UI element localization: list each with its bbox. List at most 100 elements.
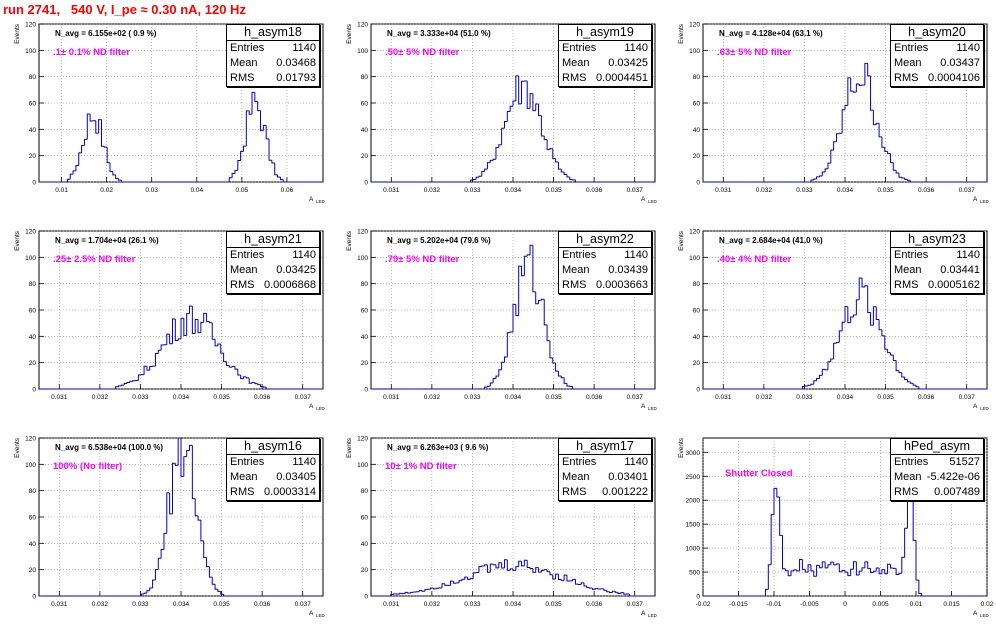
histogram-bin	[161, 550, 164, 559]
x-tick-label: -0.02	[696, 601, 711, 608]
x-tick-label: 0.034	[173, 394, 190, 401]
stats-rms-label: RMS	[230, 71, 254, 86]
histogram-name: h_asym23	[891, 232, 983, 248]
x-tick-label: 0.032	[756, 187, 773, 194]
filter-label: 10± 1% ND filter	[385, 461, 457, 472]
histogram-bin	[768, 565, 771, 590]
y-tick-label: 120	[357, 22, 368, 29]
histogram-bin	[905, 178, 908, 179]
x-tick-label: 0.037	[295, 601, 312, 608]
x-tick-label: 0.05	[236, 187, 249, 194]
y-tick-label: 20	[29, 567, 37, 574]
stats-mean-value: 0.03441	[940, 263, 980, 278]
y-tick-label: 20	[693, 360, 701, 367]
histogram-bin	[209, 321, 212, 322]
histogram-name: h_asym22	[559, 232, 651, 248]
stats-entries-label: Entries	[230, 248, 264, 263]
x-tick-label: 0.032	[424, 394, 441, 401]
stats-entries-value: 1140	[956, 248, 980, 263]
stats-entries-value: 1140	[624, 248, 648, 263]
histogram-bin	[510, 106, 513, 111]
histogram-bin	[411, 592, 414, 593]
navg-label: N_avg = 6.155e+02 ( 0.9 %)	[55, 29, 156, 38]
stats-entries-label: Entries	[230, 455, 264, 470]
histogram-bin	[567, 174, 570, 176]
histogram-bin	[819, 176, 822, 177]
stats-rms-label: RMS	[230, 485, 254, 500]
histogram-bin	[868, 286, 871, 313]
histogram-bin	[570, 177, 573, 180]
x-tick-label: 0.005	[872, 601, 889, 608]
x-tick-label: 0.033	[796, 394, 813, 401]
y-tick-label: 120	[689, 22, 700, 29]
x-axis-label-subscript: LED	[316, 613, 326, 618]
x-tick-label: 0.015	[943, 601, 960, 608]
histogram-bin	[192, 445, 195, 498]
histogram-bin	[808, 385, 811, 386]
y-tick-label: 60	[29, 308, 37, 315]
histogram-bin	[153, 580, 156, 588]
histogram-bin	[862, 568, 865, 571]
histogram-bin	[73, 171, 76, 174]
histogram-bin	[232, 173, 235, 177]
histogram-bin	[791, 571, 794, 576]
histogram-bin	[113, 171, 116, 174]
x-axis-label-subscript: LED	[316, 199, 326, 204]
x-tick-label: -0.015	[729, 601, 748, 608]
histogram-bin	[496, 148, 499, 160]
histogram-bin	[459, 581, 462, 583]
x-tick-label: 0.033	[464, 601, 481, 608]
histogram-bin	[462, 579, 465, 580]
histogram-bin	[235, 170, 238, 173]
x-tick-label: 0.034	[173, 601, 190, 608]
histogram-bin	[539, 104, 542, 116]
histogram-bin	[817, 177, 820, 179]
histogram-bin	[493, 379, 496, 383]
histogram-bin	[119, 179, 122, 180]
histogram-bin	[82, 146, 85, 153]
x-axis-label: A	[309, 610, 314, 617]
histogram-bin	[905, 377, 908, 379]
stats-entries-label: Entries	[562, 248, 596, 263]
navg-label: N_avg = 1.704e+04 (26.1 %)	[55, 236, 159, 245]
histogram-bin	[831, 359, 834, 362]
histogram-bin	[150, 367, 153, 371]
histogram-bin	[539, 300, 542, 303]
x-axis-label-subscript: LED	[316, 406, 326, 411]
y-tick-label: 2500	[686, 474, 701, 481]
y-tick-label: 20	[361, 153, 369, 160]
stats-mean-value: -5.422e-06	[927, 470, 980, 485]
histogram-bin	[507, 111, 510, 121]
histogram-bin	[902, 177, 905, 178]
histogram-bin	[121, 385, 124, 386]
stats-mean-label: Mean	[894, 56, 922, 71]
x-axis-label-subscript: LED	[648, 199, 658, 204]
histogram-bin	[888, 151, 891, 153]
histogram-bin	[485, 169, 488, 171]
histogram-bin	[502, 128, 505, 144]
histogram-bin	[842, 110, 845, 133]
histogram-bin	[207, 558, 210, 567]
stats-rms-value: 0.0003663	[596, 278, 648, 293]
stats-rms-label: RMS	[894, 485, 918, 500]
x-tick-label: 0.032	[424, 601, 441, 608]
histogram-name: h_asym17	[559, 439, 651, 455]
navg-label: N_avg = 6.538e+04 (100.0 %)	[55, 443, 163, 452]
y-tick-label: 500	[689, 570, 700, 577]
histogram-bin	[204, 541, 207, 558]
y-tick-label: 100	[25, 48, 36, 55]
y-tick-label: 40	[361, 127, 369, 134]
x-tick-label: 0.036	[918, 187, 935, 194]
histogram-bin	[178, 339, 181, 341]
histogram-bin	[198, 516, 201, 520]
navg-label: N_avg = 2.684e+04 (41.0 %)	[719, 236, 823, 245]
histogram-bin	[127, 383, 130, 384]
